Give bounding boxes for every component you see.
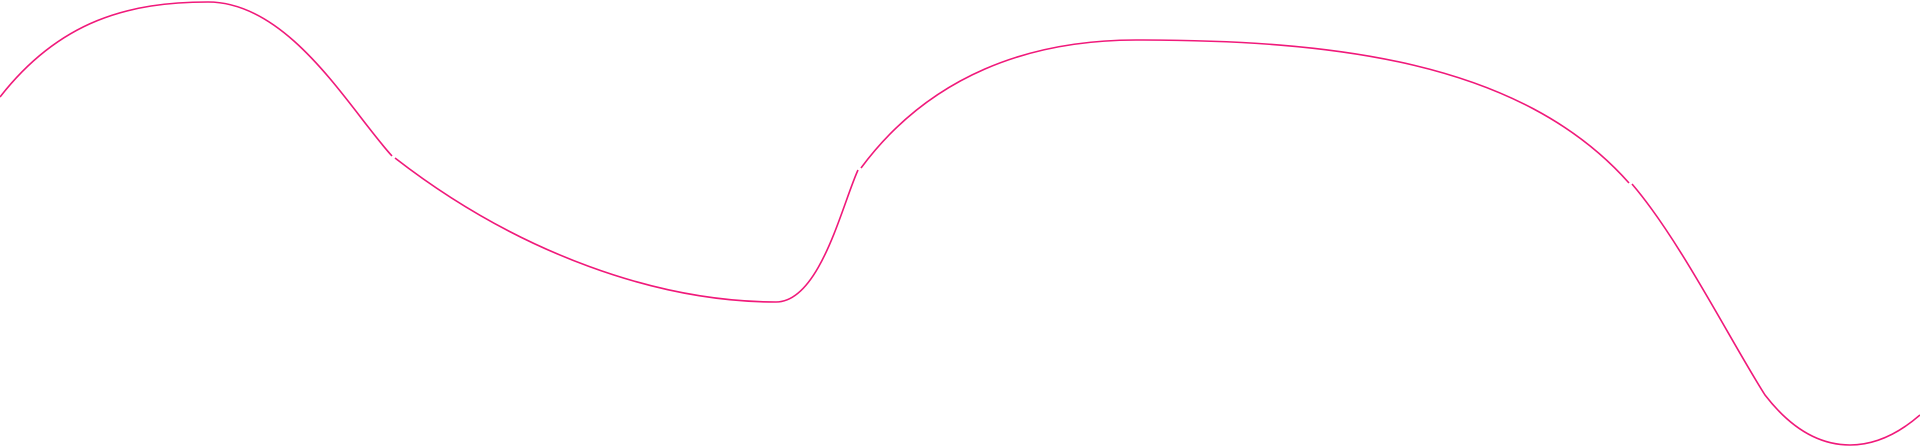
wave-segment-1 [0,1,393,157]
wave-segment-4 [1631,183,1920,446]
wave-segment-3 [860,39,1630,184]
wave-segment-2 [394,157,859,303]
